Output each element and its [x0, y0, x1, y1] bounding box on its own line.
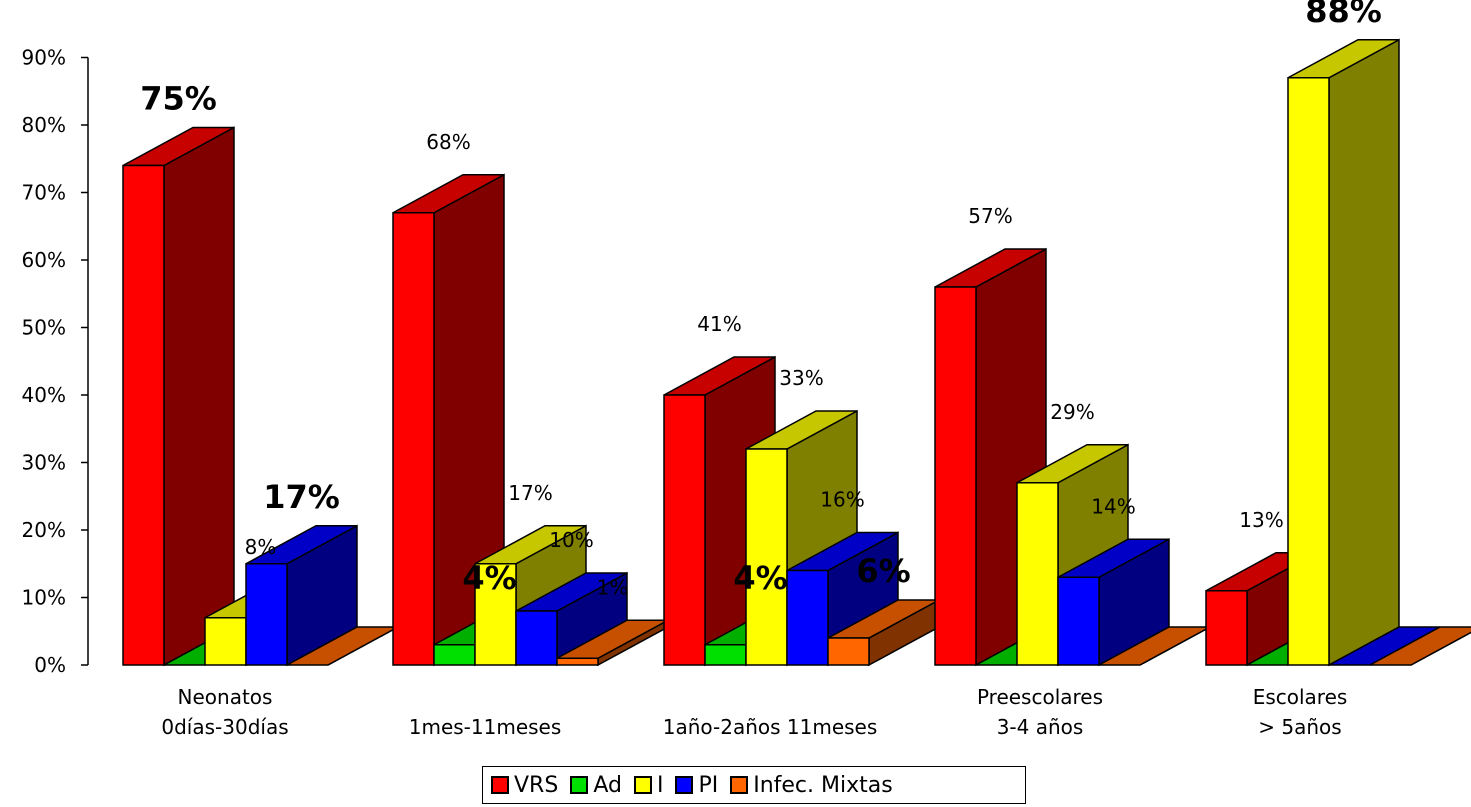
y-tick-label: 0% [34, 653, 66, 677]
legend-item-infec-mixtas: Infec. Mixtas [730, 772, 893, 798]
bar [1287, 38, 1400, 667]
data-label: 88% [1305, 0, 1382, 30]
category-label: 1año-2años 11meses [663, 715, 878, 739]
legend-label: Ad [593, 772, 622, 798]
legend-swatch [675, 776, 694, 794]
data-label: 14% [1091, 494, 1135, 518]
bar-front [1016, 482, 1059, 666]
category-label: Neonatos [178, 685, 273, 709]
legend-swatch [491, 776, 509, 794]
bar-front [1205, 590, 1248, 666]
legend-swatch [730, 776, 749, 794]
legend-item-vrs: VRS [491, 773, 558, 798]
bar-side [163, 126, 235, 667]
data-label: 4% [733, 559, 787, 597]
bar [1057, 537, 1170, 667]
bar-front [474, 563, 517, 666]
bar-top [1369, 626, 1471, 666]
data-label: 4% [462, 559, 516, 597]
legend-item-ad: Ad [570, 773, 622, 798]
bar-front [786, 569, 829, 666]
bar-front [704, 644, 747, 666]
data-label: 41% [697, 312, 741, 336]
legend: VRS Ad I PI Infec. Mixtas [482, 766, 1026, 804]
bar [827, 598, 940, 667]
data-label: 68% [426, 130, 470, 154]
bar [515, 571, 628, 667]
data-label: 1% [597, 575, 629, 599]
bar-front [122, 164, 165, 666]
bar-front [934, 286, 977, 666]
data-label: 17% [263, 478, 340, 516]
y-tick-label: 60% [22, 248, 66, 272]
bar-front [556, 657, 599, 666]
legend-swatch [570, 776, 589, 794]
y-tick-label: 30% [22, 451, 66, 475]
bar-front [204, 617, 247, 666]
bar-front [392, 212, 435, 666]
legend-label: I [656, 772, 664, 798]
data-label: 57% [968, 204, 1012, 228]
legend-label: PI [698, 772, 719, 798]
category-label: 3-4 años [997, 715, 1084, 739]
y-axis: 0% 10% 20% 30% 40% 50% 60% 70% 80% 90% [22, 46, 89, 677]
category-label: 1mes-11meses [409, 715, 562, 739]
bar-chart: 0% 10% 20% 30% 40% 50% 60% 70% 80% 90% 75% 8% 17% 68… [22, 0, 1471, 739]
bar [1369, 626, 1471, 666]
legend-label: VRS [514, 772, 559, 798]
bar-front [827, 637, 870, 666]
y-tick-label: 80% [22, 113, 66, 137]
legend-item-i: I [633, 772, 664, 798]
y-tick-label: 40% [22, 383, 66, 407]
bar [392, 173, 505, 667]
data-label: 17% [508, 481, 552, 505]
category-labels: Neonatos 0días-30días 1mes-11meses 1año-2añ… [161, 685, 1347, 739]
data-labels: 75% 8% 17% 68% 4% 17% 10%1% 41% 4% 33% 16% 6% 57% 29%… [140, 0, 1382, 599]
y-tick-label: 10% [22, 586, 66, 610]
data-label: 13% [1239, 508, 1283, 532]
category-label: Escolares [1253, 685, 1348, 709]
y-tick-label: 70% [22, 181, 66, 205]
legend-label: Infec. Mixtas [753, 772, 893, 798]
data-label: 10% [549, 528, 593, 552]
data-label: 6% [856, 552, 910, 590]
legend-item-pi: PI [675, 773, 718, 798]
y-tick-label: 50% [22, 316, 66, 340]
category-label: Preescolares [977, 685, 1103, 709]
data-label: 33% [779, 366, 823, 390]
legend-swatch [633, 776, 652, 794]
data-label: 8% [245, 535, 277, 559]
bar-front [433, 644, 476, 666]
data-label: 75% [140, 80, 217, 118]
bar [122, 126, 235, 667]
y-tick-label: 90% [22, 46, 66, 70]
bar-front [245, 563, 288, 666]
bar-series [122, 38, 1471, 667]
bar-front [1057, 576, 1100, 666]
bar-front [663, 394, 706, 666]
bar-side [1328, 38, 1400, 667]
y-tick-label: 20% [22, 518, 66, 542]
category-label: 0días-30días [161, 715, 288, 739]
category-label: > 5años [1258, 715, 1341, 739]
bar-front [745, 448, 788, 666]
bar-front [515, 610, 558, 666]
data-label: 29% [1050, 400, 1094, 424]
bar [245, 524, 358, 667]
bar-front [1287, 77, 1330, 666]
data-label: 16% [820, 488, 864, 512]
